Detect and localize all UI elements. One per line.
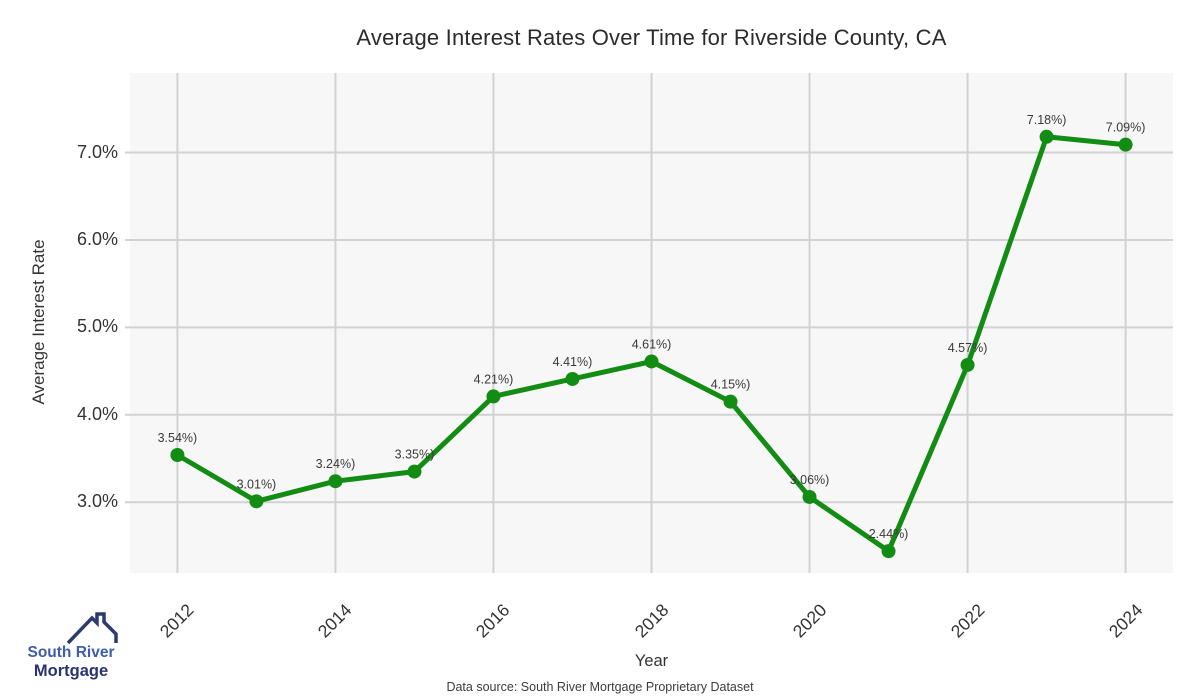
data-point xyxy=(1118,137,1133,152)
data-point xyxy=(1039,129,1054,144)
y-tick-label: 4.0% xyxy=(76,403,118,424)
data-point xyxy=(644,354,659,369)
logo-text-line2: Mortgage xyxy=(33,662,109,680)
house-roof-icon xyxy=(66,612,118,645)
data-point xyxy=(802,489,817,504)
point-value-label: 3.35%) xyxy=(395,448,435,462)
logo-text-line1: South River xyxy=(27,644,115,661)
south-river-mortgage-logo: South River Mortgage xyxy=(15,608,127,688)
data-point xyxy=(328,474,343,489)
point-value-label: 3.54%) xyxy=(158,431,198,445)
y-tick-label: 3.0% xyxy=(76,491,118,512)
point-value-label: 4.61%) xyxy=(632,337,672,351)
chart-title: Average Interest Rates Over Time for Riv… xyxy=(356,25,947,50)
data-point xyxy=(960,357,975,372)
point-value-label: 7.18%) xyxy=(1027,113,1067,127)
point-value-label: 4.57%) xyxy=(948,341,988,355)
data-source-note: Data source: South River Mortgage Propri… xyxy=(446,680,754,694)
data-point xyxy=(881,544,896,559)
y-tick-label: 6.0% xyxy=(76,228,118,249)
point-value-label: 3.24%) xyxy=(316,457,356,471)
point-value-label: 4.41%) xyxy=(553,355,593,369)
data-point xyxy=(407,464,422,479)
data-point xyxy=(170,447,185,462)
data-point xyxy=(249,494,264,509)
point-value-label: 2.44%) xyxy=(869,527,909,541)
data-point xyxy=(565,371,580,386)
x-axis-label: Year xyxy=(634,652,669,670)
point-value-label: 3.06%) xyxy=(790,473,830,487)
point-value-label: 7.09%) xyxy=(1106,121,1146,135)
data-point xyxy=(723,394,738,409)
point-value-label: 4.15%) xyxy=(711,378,751,392)
y-tick-label: 7.0% xyxy=(76,141,118,162)
y-tick-label: 5.0% xyxy=(76,316,118,337)
point-value-label: 3.01%) xyxy=(237,477,277,491)
data-point xyxy=(486,389,501,404)
point-value-label: 4.21%) xyxy=(474,372,514,386)
